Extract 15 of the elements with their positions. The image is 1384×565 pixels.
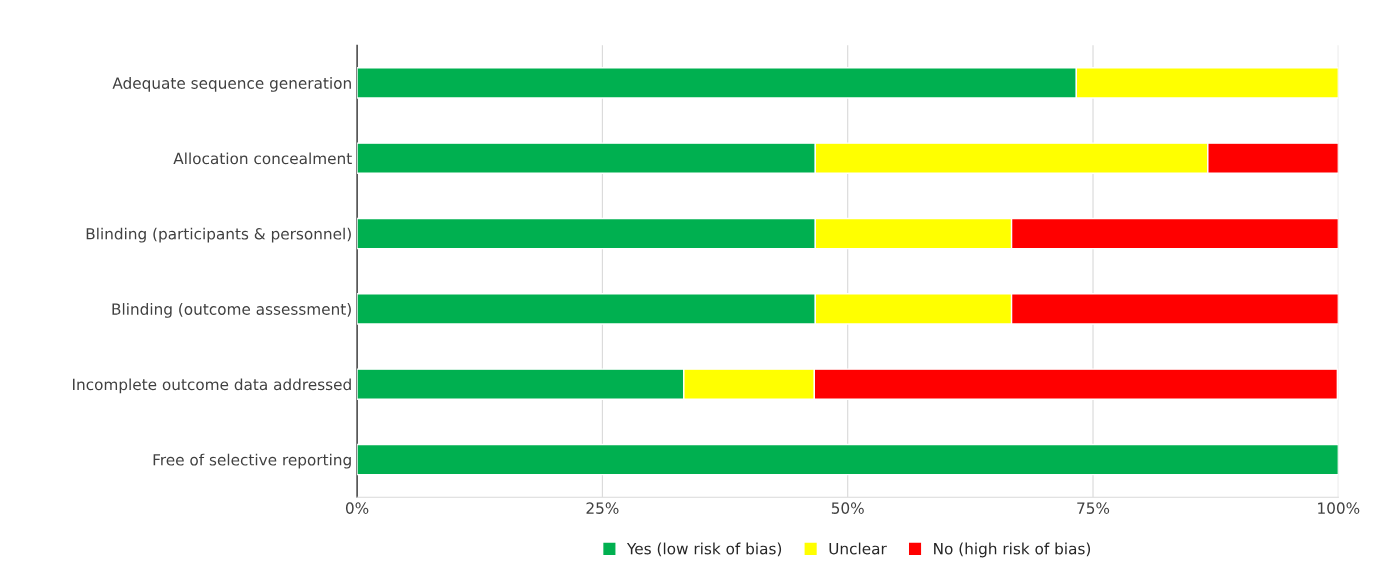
x-tick-label: 25% — [586, 502, 619, 514]
y-tick-label: Allocation concealment — [173, 152, 352, 165]
y-tick-label: Blinding (participants & personnel) — [86, 227, 351, 243]
bar — [357, 443, 1339, 476]
legend-label: Unclear — [829, 542, 887, 555]
y-tick-label: Incomplete outcome data addressed — [73, 378, 351, 394]
y-tick-label: Free of selective reporting — [153, 453, 351, 469]
x-tick-label: 50% — [831, 502, 864, 514]
x-tick-label: 75% — [1077, 502, 1110, 514]
legend-label: Yes (low risk of bias) — [626, 542, 782, 557]
legend-label: No (high risk of bias) — [934, 542, 1091, 558]
x-tick-label: 0% — [345, 502, 369, 514]
x-tick-label: 100% — [1318, 502, 1360, 514]
y-tick-label: Adequate sequence generation — [112, 77, 351, 92]
y-tick-label: Blinding (outcome assessment) — [112, 303, 351, 318]
